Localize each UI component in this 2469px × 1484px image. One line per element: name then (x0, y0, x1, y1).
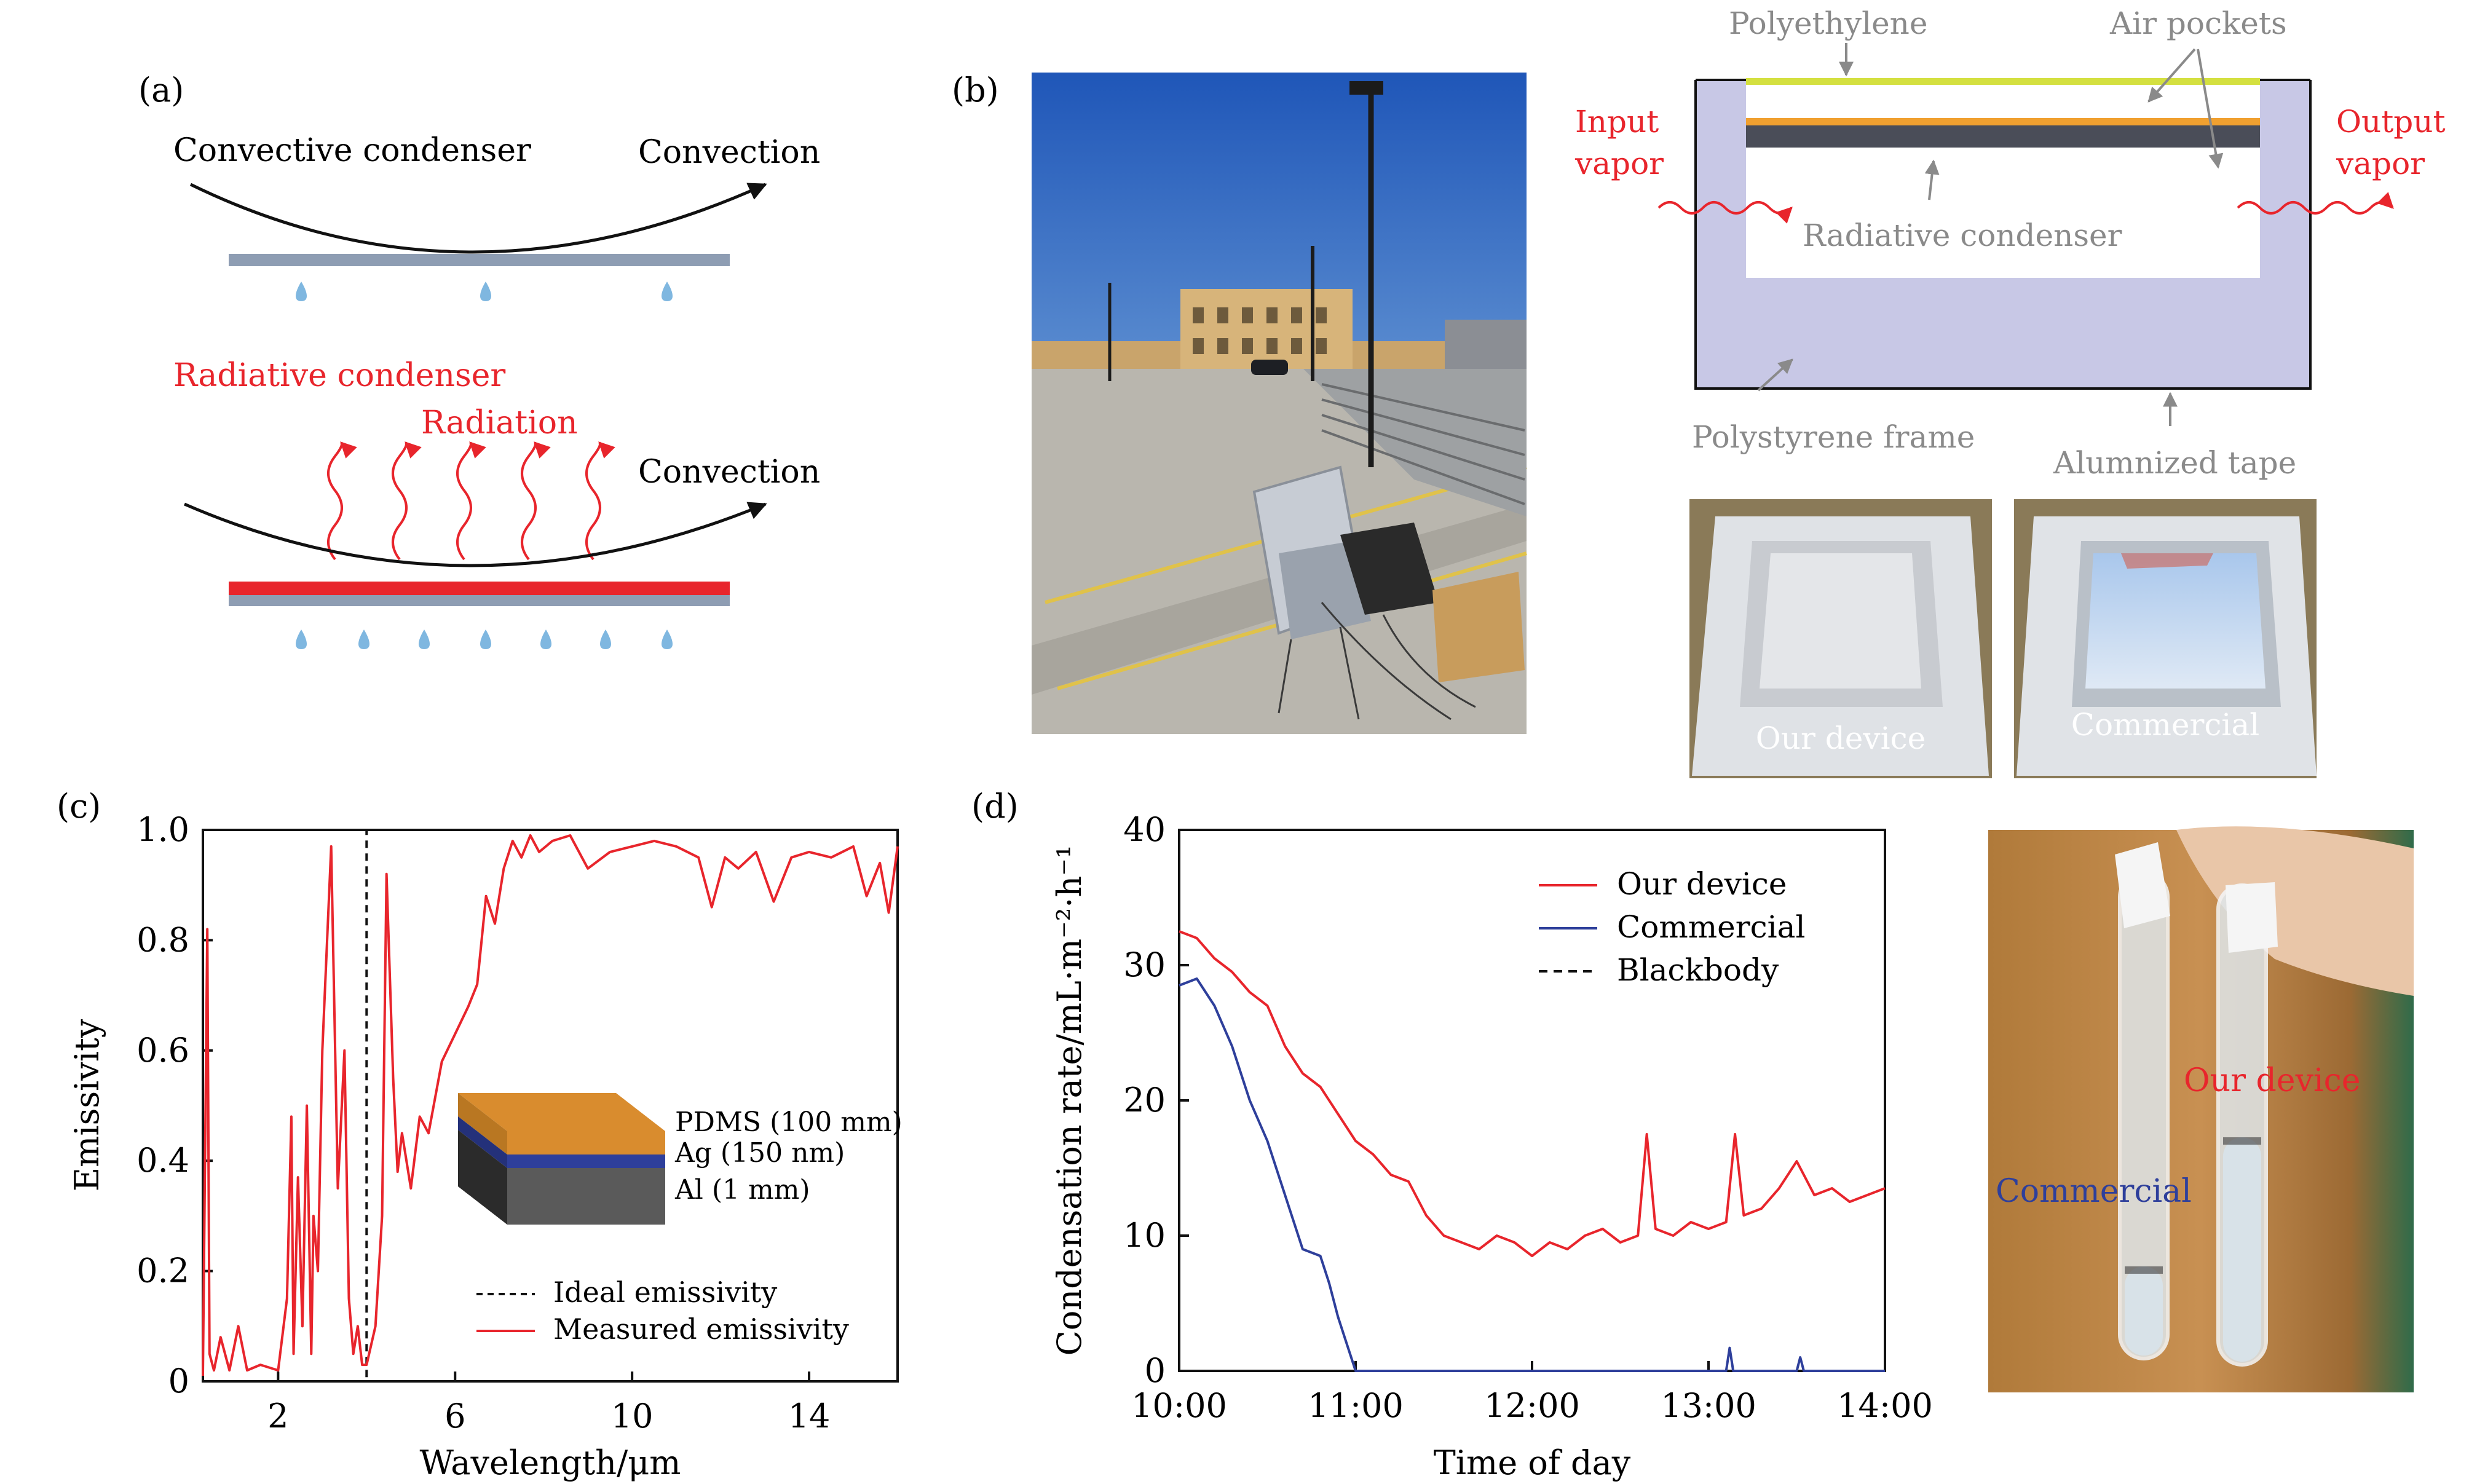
y-tick-label: 0.4 (136, 1141, 189, 1180)
inset-al-label: Al (1 mm) (674, 1174, 810, 1206)
x-tick-label: 6 (444, 1397, 465, 1435)
convective-condenser-plate (229, 254, 730, 266)
commercial-photo-label: Commercial (2071, 707, 2260, 743)
radiative-condenser-plate (229, 595, 730, 606)
pdms-layer (1746, 118, 2260, 125)
panel-label-a: (a) (138, 71, 184, 109)
radiative-condenser-label: Radiative condenser (173, 357, 505, 394)
device-diagram: Polyethylene Air pockets Radiative conde… (1574, 6, 2446, 481)
x-tick-label: 10 (611, 1397, 654, 1435)
emissivity-chart: 2 6 10 14 0 0.2 0.4 0.6 0.8 1.0 Wavelength/μm Emi… (68, 810, 903, 1482)
commercial-photo: Commercial (2014, 499, 2317, 778)
chart-d-xlabel: Time of day (1434, 1443, 1631, 1482)
convection-bottom-arrow (184, 502, 767, 567)
legend-commercial-label: Commercial (1617, 909, 1805, 945)
material-stack-inset: PDMS (100 mm) Ag (150 nm) Al (1 mm) (458, 1093, 903, 1225)
series-line-ideal-emissivity (203, 829, 898, 1383)
tube-commercial-label: Commercial (1996, 1173, 2192, 1210)
chart-c-ylabel: Emissivity (68, 1019, 106, 1191)
panel-label-d: (d) (971, 787, 1019, 826)
polyethylene-film (1746, 78, 2260, 85)
legend-blackbody-label: Blackbody (1617, 952, 1779, 988)
inset-ag-label: Ag (150 nm) (674, 1137, 845, 1169)
x-tick-label: 2 (267, 1397, 288, 1435)
polyethylene-label: Polyethylene (1729, 6, 1927, 41)
tube-our-device-label: Our device (2184, 1062, 2361, 1099)
series-line-measured-emissivity (202, 834, 899, 1376)
radiative-condenser-red-layer (229, 582, 730, 595)
chart-c-legend: Ideal emissivity Measured emissivity (476, 1276, 849, 1346)
output-vapor-label-line1: Output (2336, 104, 2446, 140)
panel-label-c: (c) (57, 787, 101, 826)
chart-c-series (202, 829, 899, 1383)
our-device-photo: Our device (1689, 499, 1992, 778)
chart-d-ylabel: Condensation rate/mL·m⁻²·h⁻¹ (1050, 845, 1089, 1356)
x-tick-label: 14 (788, 1397, 831, 1435)
legend-our-device-label: Our device (1617, 866, 1787, 902)
x-tick-label: 10:00 (1131, 1386, 1227, 1425)
chart-d-legend: Our device Commercial Blackbody (1539, 866, 1805, 988)
convective-condenser-label: Convective condenser (173, 132, 531, 169)
input-vapor-arrow (1657, 201, 1793, 224)
test-tube-photo (1988, 826, 2414, 1392)
panel-label-b: (b) (952, 71, 999, 109)
x-tick-label: 13:00 (1661, 1386, 1756, 1425)
polystyrene-frame-label: Polystyrene frame (1692, 419, 1975, 455)
x-tick-label: 11:00 (1308, 1386, 1404, 1425)
series-line-commercial (1179, 977, 1885, 1372)
y-tick-label: 0 (168, 1362, 189, 1400)
y-tick-label: 20 (1123, 1081, 1166, 1119)
output-vapor-arrow (2237, 192, 2394, 215)
our-device-photo-label: Our device (1755, 720, 1926, 756)
radiative-condenser-layer (1746, 125, 2260, 148)
radiative-droplets (296, 630, 673, 649)
y-tick-label: 0 (1145, 1351, 1166, 1390)
convective-droplets (296, 282, 673, 301)
radiation-wavy-arrows (327, 441, 615, 561)
input-vapor-label-line2: vapor (1574, 146, 1664, 181)
x-tick-label: 12:00 (1484, 1386, 1580, 1425)
series-line-our-device (1179, 930, 1886, 1257)
legend-measured-label: Measured emissivity (553, 1312, 849, 1346)
y-tick-label: 0.8 (136, 920, 189, 959)
y-tick-label: 30 (1123, 945, 1166, 984)
convection-top-label: Convection (638, 134, 820, 171)
chart-c-ticks: 2 6 10 14 0 0.2 0.4 0.6 0.8 1.0 (136, 810, 830, 1435)
y-tick-label: 0.6 (136, 1031, 189, 1070)
convection-top-arrow (189, 183, 767, 254)
radiation-label: Radiation (421, 405, 578, 441)
y-tick-label: 0.2 (136, 1252, 189, 1290)
y-tick-label: 10 (1123, 1216, 1166, 1255)
y-tick-label: 40 (1123, 810, 1166, 849)
y-tick-label: 1.0 (136, 810, 189, 849)
polystyrene-frame (1696, 80, 2310, 389)
condensation-rate-chart: 10:00 11:00 12:00 13:00 14:00 0 10 20 30 40 Time … (1050, 810, 1933, 1482)
radiative-condenser-diagram-label: Radiative condenser (1803, 218, 2122, 253)
chart-c-xlabel: Wavelength/μm (419, 1443, 681, 1482)
output-vapor-label-line2: vapor (2336, 146, 2425, 181)
chart-c-frame (202, 829, 899, 1383)
device-photos-drawing (1689, 499, 2317, 778)
legend-ideal-label: Ideal emissivity (553, 1276, 777, 1309)
rooftop-photo (1032, 73, 1527, 734)
air-pockets-label: Air pockets (2109, 6, 2287, 41)
panel-a-schematic: Convective condenser Convection Radiativ… (173, 132, 820, 649)
aluminized-tape-label: Alumnized tape (2053, 445, 2296, 481)
aluminized-tape-outline (1694, 80, 2312, 390)
x-tick-label: 14:00 (1837, 1386, 1933, 1425)
chart-d-series (1179, 930, 1886, 1372)
input-vapor-label-line1: Input (1575, 104, 1659, 140)
convection-bottom-label: Convection (638, 454, 820, 491)
chart-d-ticks: 10:00 11:00 12:00 13:00 14:00 0 10 20 30 40 (1123, 810, 1933, 1425)
inset-pdms-label: PDMS (100 mm) (675, 1107, 903, 1138)
